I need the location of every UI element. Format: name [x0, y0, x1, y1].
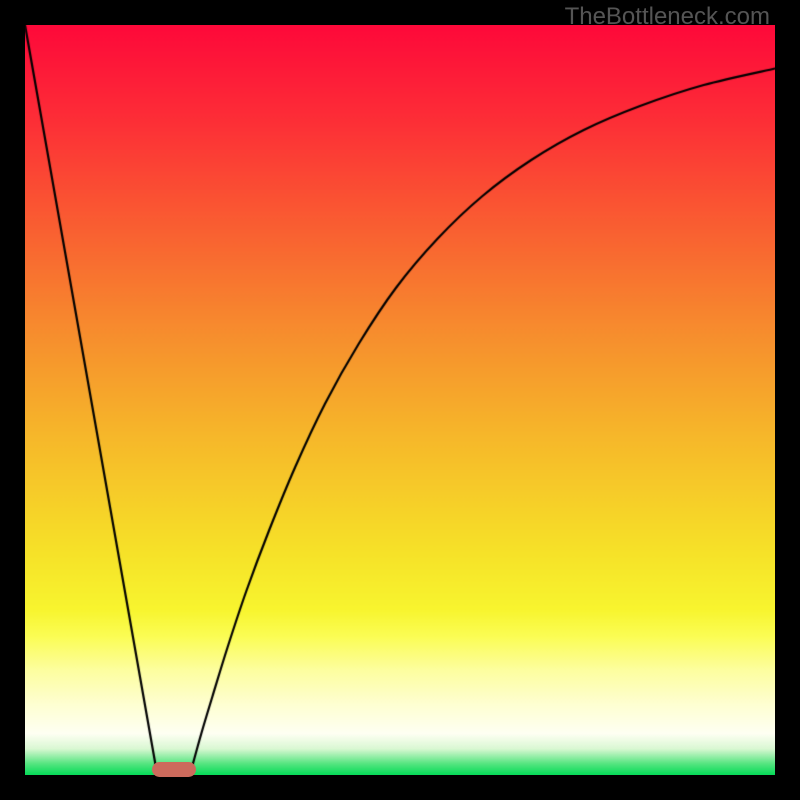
optimal-range-marker: [152, 762, 196, 777]
bottleneck-curves: [0, 0, 800, 800]
chart-frame: TheBottleneck.com: [0, 0, 800, 800]
watermark-text: TheBottleneck.com: [565, 3, 770, 31]
